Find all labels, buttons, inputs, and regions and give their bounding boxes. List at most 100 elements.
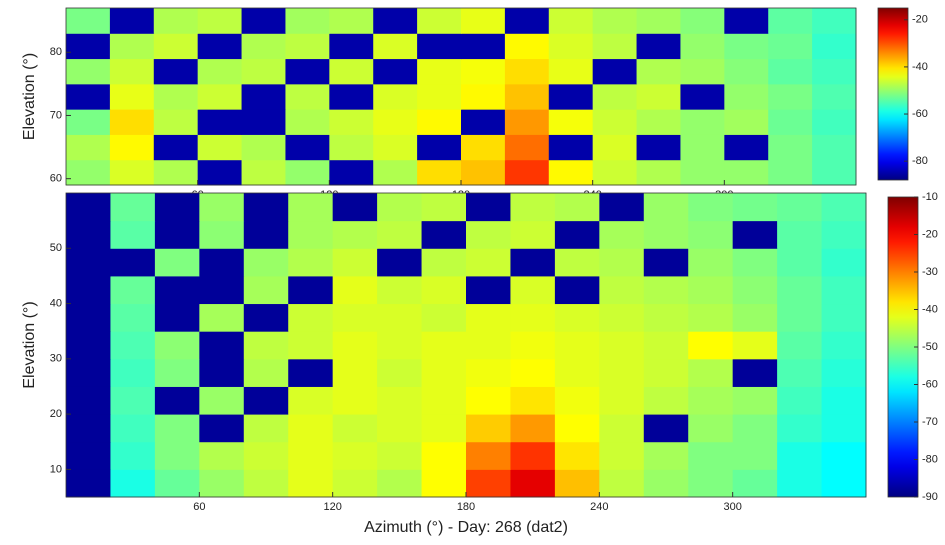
heatmap-cell (288, 193, 334, 222)
heatmap-cell (777, 358, 823, 387)
heatmap-cell (66, 193, 111, 222)
heatmap-cell (66, 469, 111, 498)
heatmap-cell (599, 248, 645, 277)
heatmap-cell (732, 441, 778, 470)
heatmap-cell (732, 248, 778, 277)
colorbar-tick-label: -60 (912, 108, 928, 120)
heatmap-cell (688, 331, 734, 360)
heatmap-cell (110, 248, 156, 277)
heatmap-cell (821, 469, 867, 498)
heatmap-cell (66, 331, 111, 360)
heatmap-cell (154, 414, 200, 443)
heatmap-cell (66, 414, 111, 443)
heatmap-cell (66, 248, 111, 277)
heatmap-cell (66, 386, 111, 415)
heatmap-cell (777, 248, 823, 277)
heatmap-cell (241, 159, 286, 186)
heatmap-cell (329, 134, 374, 161)
heatmap-cell (768, 134, 813, 161)
heatmap-cell (241, 83, 286, 110)
heatmap-cell (724, 109, 769, 135)
heatmap-cell (777, 331, 823, 360)
heatmap-cell (821, 220, 867, 249)
heatmap-cell (154, 469, 200, 498)
colorbar-tick-label: -20 (922, 228, 938, 240)
heatmap-cell (241, 134, 286, 161)
heatmap-cell (688, 386, 734, 415)
heatmap-cell (548, 83, 594, 110)
heatmap-cell (680, 159, 725, 186)
heatmap-cell (548, 109, 594, 135)
heatmap-cell (329, 109, 374, 135)
heatmap-cell (285, 83, 330, 110)
heatmap-cell (554, 193, 600, 222)
heatmap-cell (724, 134, 769, 161)
heatmap-cell (466, 220, 511, 249)
heatmap-cell (417, 58, 462, 85)
heatmap-cell (768, 83, 813, 110)
heatmap-cell (197, 83, 243, 110)
heatmap-cell (329, 159, 374, 186)
heatmap-cell (636, 134, 681, 161)
heatmap-cell (377, 275, 423, 305)
heatmap-cell (288, 386, 334, 415)
heatmap-cell (461, 134, 506, 161)
heatmap-cell (821, 248, 867, 277)
heatmap-cell (243, 303, 289, 332)
heatmap-cell (636, 159, 681, 186)
heatmap-cell (332, 275, 378, 305)
heatmap-cell (510, 275, 556, 305)
heatmap-cell (643, 275, 689, 305)
heatmap-cell (768, 8, 813, 34)
heatmap-cell (554, 441, 600, 470)
heatmap-cell (199, 275, 245, 305)
y-tick-label: 70 (50, 109, 62, 121)
heatmap-cell (66, 159, 111, 186)
heatmap-cell (66, 109, 111, 135)
heatmap-cell (199, 331, 245, 360)
heatmap-cell (724, 8, 769, 34)
colorbar-tick-label: -10 (922, 191, 938, 203)
y-axis-label: Elevation (°) (21, 301, 38, 388)
heatmap-cell (466, 469, 511, 498)
heatmap-cell (199, 469, 245, 498)
heatmap-cell (329, 58, 374, 85)
y-tick-label: 50 (50, 242, 62, 254)
heatmap-cell (636, 33, 681, 60)
heatmap-cell (724, 83, 769, 110)
heatmap-cell (510, 469, 556, 498)
heatmap-cell (777, 441, 823, 470)
heatmap-cell (554, 469, 600, 498)
heatmap-cell (599, 275, 645, 305)
heatmap-cell (548, 134, 594, 161)
heatmap-cell (199, 220, 245, 249)
x-tick-label: 300 (723, 501, 741, 513)
heatmap-cell (243, 193, 289, 222)
heatmap-cell (592, 109, 638, 135)
y-tick-label: 40 (50, 297, 62, 309)
heatmap-cell (421, 386, 467, 415)
heatmap-cell (377, 441, 423, 470)
heatmap-cell (66, 134, 111, 161)
heatmap-cell (110, 386, 156, 415)
heatmap-cell (599, 386, 645, 415)
heatmap-cell (110, 469, 156, 498)
heatmap-cell (504, 8, 550, 34)
heatmap-cell (153, 33, 199, 60)
heatmap-cell (110, 303, 156, 332)
heatmap-cell (421, 220, 467, 249)
heatmap-cell (510, 220, 556, 249)
heatmap-cell (732, 193, 778, 222)
heatmap-cell (332, 469, 378, 498)
x-axis-label: Azimuth (°) - Day: 268 (dat2) (364, 519, 568, 536)
heatmap-cell (680, 83, 725, 110)
heatmap-cell (377, 248, 423, 277)
heatmap-cell (285, 159, 330, 186)
heatmap-cell (777, 275, 823, 305)
heatmap-cell (243, 275, 289, 305)
heatmap-cell (643, 386, 689, 415)
heatmap-cell (821, 386, 867, 415)
colorbar (887, 196, 919, 498)
heatmap-cell (66, 83, 111, 110)
heatmap-cell (288, 414, 334, 443)
